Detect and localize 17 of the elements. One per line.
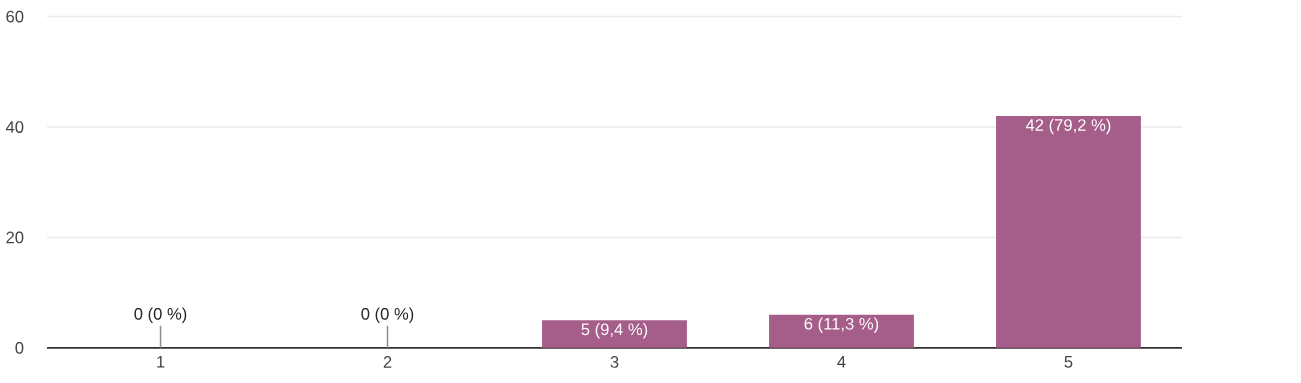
bar	[769, 314, 914, 348]
x-tick-label: 2	[383, 356, 392, 368]
bar	[542, 320, 687, 348]
bar	[996, 116, 1141, 348]
y-tick-label: 20	[6, 231, 24, 244]
data-label: 42 (79,2 %)	[1025, 118, 1111, 135]
y-tick-label: 40	[5, 121, 24, 133]
data-label: 6 (11,3 %)	[804, 317, 879, 333]
x-tick-label: 3	[610, 356, 619, 368]
data-label: 0 (0 %)	[361, 307, 414, 324]
y-tick-label: 60	[6, 10, 24, 23]
data-label: 0 (0 %)	[134, 307, 187, 324]
x-tick-label: 5	[1064, 356, 1073, 368]
x-tick-label: 1	[157, 356, 165, 368]
x-tick-label: 4	[837, 356, 846, 368]
data-label: 5 (9,4 %)	[581, 322, 648, 339]
y-tick-label: 0	[15, 342, 24, 354]
